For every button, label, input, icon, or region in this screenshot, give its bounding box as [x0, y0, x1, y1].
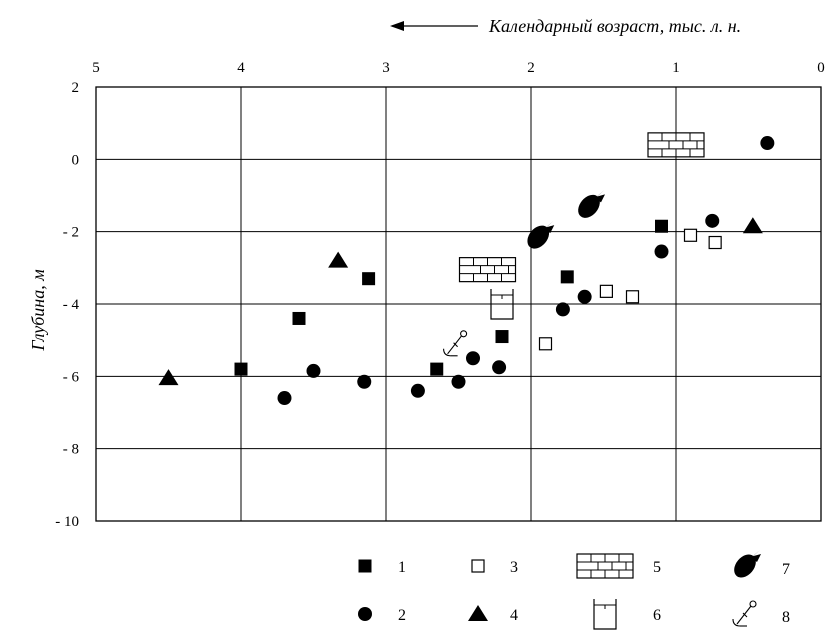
y-tick-label: - 4 [63, 297, 80, 313]
point-filled-circle [357, 374, 372, 389]
point-filled-triangle [328, 251, 349, 268]
point-open-square [708, 235, 722, 250]
data-points [158, 132, 775, 406]
legend-label: 6 [653, 607, 661, 624]
point-filled-circle [492, 360, 507, 375]
legend-marker-open-square [471, 559, 485, 573]
legend-marker-filled-square [358, 559, 372, 573]
legend-marker-filled-triangle [468, 605, 488, 621]
legend-label: 5 [653, 559, 661, 576]
point-filled-square [362, 272, 376, 286]
point-filled-square [292, 311, 306, 325]
point-filled-circle [306, 363, 321, 378]
y-tick-label: - 8 [63, 442, 79, 458]
y-tick-label: 2 [72, 80, 80, 96]
point-filled-square [430, 362, 444, 376]
legend-marker-pot [593, 598, 617, 630]
point-filled-square [655, 219, 668, 233]
legend-label: 3 [510, 559, 518, 576]
point-filled-circle [451, 374, 466, 389]
legend-marker-brick [576, 553, 634, 579]
point-open-square [625, 290, 640, 304]
x-axis-arrow-head [390, 21, 404, 31]
y-axis-title: Глубина, м [28, 269, 48, 352]
x-axis-title-group: Календарный возраст, тыс. л. н. [390, 16, 741, 36]
point-filled-circle [654, 244, 669, 259]
point-filled-square [495, 330, 509, 344]
legend-label: 8 [782, 609, 790, 626]
point-filled-circle [410, 383, 425, 398]
legend-label: 2 [398, 607, 406, 624]
point-filled-circle [577, 289, 592, 304]
x-tick-label: 3 [382, 60, 390, 76]
point-filled-circle [466, 351, 480, 366]
y-tick-label: - 6 [63, 369, 80, 385]
point-filled-square [234, 362, 248, 376]
point-filled-circle [705, 213, 720, 228]
y-tick-label: - 2 [63, 225, 79, 241]
legend-marker-filled-circle [358, 607, 372, 621]
legend-label: 7 [782, 561, 790, 578]
legend-marker-fish [729, 550, 761, 582]
x-tick-label: 4 [237, 60, 245, 76]
x-tick-label: 5 [92, 60, 100, 76]
grid [95, 86, 822, 522]
point-filled-square [560, 270, 574, 284]
legend-label: 4 [510, 607, 518, 624]
x-tick-label: 2 [527, 60, 535, 76]
point-filled-triangle [158, 369, 179, 386]
point-open-square [599, 284, 614, 298]
legend-marker-anchor [732, 600, 757, 627]
point-fish [573, 190, 605, 223]
point-fish [522, 221, 555, 253]
y-tick-label: - 10 [55, 514, 79, 530]
x-tick-label: 0 [817, 60, 825, 76]
point-open-square [538, 337, 553, 351]
point-brick [458, 257, 517, 283]
x-axis-title: Календарный возраст, тыс. л. н. [488, 16, 741, 36]
point-open-square [683, 228, 698, 242]
point-filled-triangle [742, 217, 763, 234]
x-tick-label: 1 [672, 60, 680, 76]
point-brick [647, 132, 705, 158]
point-filled-circle [277, 391, 292, 406]
point-filled-circle [760, 136, 775, 151]
legend: 1 2 3 4 5 6 7 8 [358, 550, 790, 630]
point-filled-circle [555, 302, 570, 317]
legend-label: 1 [398, 559, 406, 576]
plot-frame [95, 86, 822, 522]
y-tick-label: 0 [72, 152, 80, 168]
point-anchor [443, 330, 468, 357]
